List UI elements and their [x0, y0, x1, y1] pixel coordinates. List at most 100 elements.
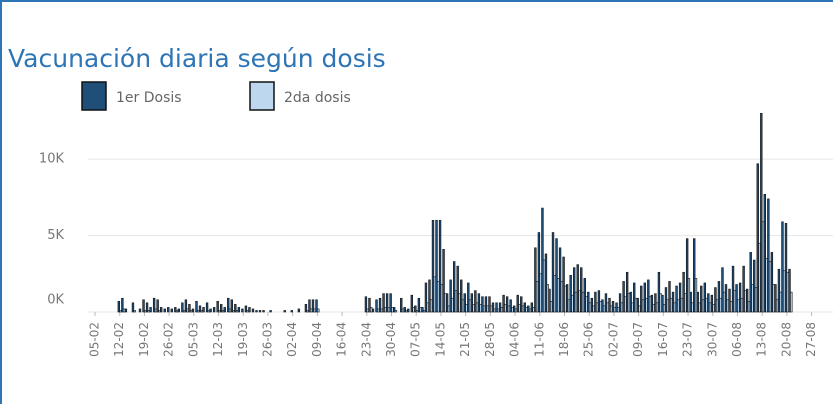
- bar: [258, 310, 262, 313]
- bar: [394, 310, 398, 313]
- x-tick-label: 06-08: [730, 322, 744, 357]
- bar: [431, 219, 435, 313]
- bar: [417, 297, 421, 313]
- bar: [511, 307, 514, 313]
- bar: [290, 310, 293, 313]
- bar: [648, 296, 652, 313]
- bar: [767, 198, 770, 313]
- bar: [726, 299, 729, 313]
- y-tick-label: 5K: [47, 228, 64, 243]
- bar: [308, 299, 311, 313]
- bar: [310, 308, 313, 313]
- bar: [197, 310, 200, 313]
- bar: [502, 294, 505, 313]
- bar: [557, 278, 560, 313]
- bar: [643, 282, 646, 313]
- bar: [576, 264, 579, 313]
- bar: [560, 281, 564, 313]
- bar: [190, 310, 193, 313]
- bar: [640, 285, 643, 313]
- bar: [133, 310, 136, 313]
- bar: [624, 296, 627, 313]
- bar: [246, 310, 249, 313]
- bar: [449, 279, 452, 313]
- bar: [389, 293, 392, 313]
- bar: [521, 305, 525, 313]
- bar: [207, 310, 211, 313]
- bar: [251, 308, 255, 313]
- bar: [317, 308, 320, 313]
- bar: [451, 297, 454, 313]
- bar: [228, 308, 232, 313]
- bar: [744, 290, 747, 313]
- bar: [364, 296, 368, 313]
- x-tick-label: 27-08: [804, 322, 818, 357]
- bar: [751, 284, 754, 313]
- bar: [198, 305, 202, 313]
- bar: [447, 305, 451, 313]
- x-tick-label: 11-06: [532, 322, 546, 357]
- bar: [419, 307, 422, 313]
- bar: [708, 302, 712, 313]
- bar: [410, 294, 413, 313]
- bar: [500, 307, 504, 313]
- bar: [138, 308, 142, 313]
- x-tick-label: 14-05: [433, 322, 447, 357]
- x-tick-label: 13-08: [755, 322, 769, 357]
- bar: [507, 305, 511, 313]
- bar: [627, 293, 631, 313]
- bar: [783, 270, 786, 313]
- bar: [454, 290, 458, 313]
- bar: [668, 281, 671, 313]
- bar: [534, 247, 537, 313]
- bar: [712, 304, 715, 313]
- bar: [131, 302, 135, 313]
- bar: [580, 267, 583, 313]
- y-tick-label: 10K: [39, 152, 65, 167]
- bar: [504, 304, 507, 313]
- bar: [380, 308, 383, 313]
- bar: [705, 297, 708, 313]
- bar: [657, 271, 661, 313]
- bar: [518, 304, 521, 313]
- bar: [426, 302, 429, 313]
- bar: [387, 307, 391, 313]
- x-tick-label: 16-04: [335, 322, 349, 357]
- bar: [433, 276, 436, 313]
- bar: [424, 282, 428, 313]
- bar: [698, 302, 701, 313]
- bar: [167, 307, 170, 313]
- bar: [730, 300, 733, 313]
- bar: [687, 278, 691, 313]
- bar: [170, 308, 173, 313]
- bar: [461, 299, 465, 313]
- bar: [675, 285, 678, 313]
- bar: [537, 232, 541, 313]
- x-tick-label: 23-04: [359, 322, 373, 357]
- x-tick-label: 09-07: [631, 322, 645, 357]
- bar: [474, 290, 477, 313]
- bar: [315, 299, 318, 313]
- legend-swatch: [249, 81, 275, 111]
- bar: [490, 305, 493, 313]
- bar: [241, 308, 244, 313]
- bar: [647, 279, 650, 313]
- bar: [482, 305, 486, 313]
- bar: [230, 299, 233, 313]
- bar: [723, 291, 726, 313]
- bar: [670, 297, 673, 313]
- x-tick-label: 04-06: [508, 322, 522, 357]
- bar: [237, 307, 241, 313]
- x-tick-label: 07-05: [409, 322, 423, 357]
- bar: [677, 299, 680, 313]
- bar: [200, 310, 203, 313]
- bar: [438, 219, 442, 313]
- bar: [497, 308, 500, 313]
- bar: [742, 265, 745, 313]
- bar: [493, 308, 496, 313]
- bar: [610, 305, 613, 313]
- bar: [638, 305, 641, 313]
- bar: [594, 291, 597, 313]
- bar: [525, 307, 528, 313]
